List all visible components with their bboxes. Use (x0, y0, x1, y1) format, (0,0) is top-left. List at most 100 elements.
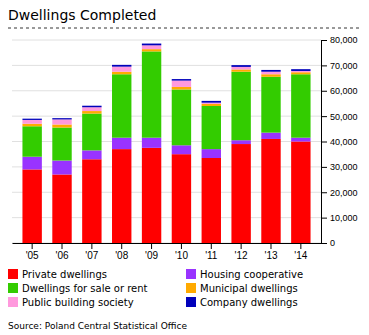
bar (202, 103, 221, 104)
bar (172, 89, 191, 145)
bar (291, 142, 310, 244)
x-axis: '05 '06 '07 '08 '09 '10 '11 '12 '13 '14 (13, 243, 322, 261)
x-tick: '05 (26, 243, 39, 261)
y-tick: 0 (321, 238, 335, 248)
legend-swatch (186, 269, 196, 279)
bar (52, 124, 71, 127)
bar (112, 149, 131, 243)
y-tick-mark (321, 91, 327, 92)
x-tick-mark (121, 243, 122, 249)
bar (202, 106, 221, 149)
bar (202, 104, 221, 106)
bar (231, 144, 250, 243)
bar (142, 148, 161, 243)
x-tick: '09 (145, 243, 158, 261)
legend-label: Public building society (22, 297, 134, 308)
bar (202, 158, 221, 243)
bar (231, 72, 250, 141)
title: Dwellings Completed (8, 7, 156, 23)
bar (202, 101, 221, 103)
x-tick-label: '13 (264, 250, 277, 261)
y-tick-label: 0 (330, 238, 335, 248)
bar (142, 138, 161, 148)
bars (22, 44, 310, 243)
plot: '05'06'07'08'09'10'11'12'13'14010,00020,… (12, 35, 358, 261)
bar (291, 69, 310, 71)
x-tick-label: '14 (294, 250, 307, 261)
bar (22, 157, 41, 170)
y-tick-label: 50,000 (330, 112, 358, 122)
y-tick-mark (321, 40, 327, 41)
x-tick: '08 (115, 243, 128, 261)
y-tick: 60,000 (321, 86, 358, 96)
bar (52, 174, 71, 243)
x-tick-mark (300, 243, 301, 249)
y-tick-mark (321, 243, 327, 244)
bar (112, 74, 131, 137)
x-tick-mark (270, 243, 271, 249)
x-tick-mark (32, 243, 33, 249)
bar (231, 69, 250, 71)
x-tick: '10 (175, 243, 188, 261)
legend-label: Dwellings for sale or rent (22, 283, 148, 294)
y-tick: 50,000 (321, 112, 358, 122)
bar (22, 124, 41, 127)
bar (112, 138, 131, 149)
y-tick-mark (321, 142, 327, 143)
x-tick-mark (62, 243, 63, 249)
x-tick-mark (211, 243, 212, 249)
bar (291, 72, 310, 74)
bar (231, 65, 250, 67)
bar (291, 71, 310, 72)
x-tick: '07 (85, 243, 98, 261)
x-tick-label: '12 (235, 250, 248, 261)
legend-label: Company dwellings (200, 297, 298, 308)
y-tick-mark (321, 167, 327, 168)
bar (261, 70, 280, 72)
y-tick-label: 70,000 (330, 61, 358, 71)
bar (52, 118, 71, 119)
y-tick: 80,000 (321, 35, 358, 45)
x-tick-label: '09 (145, 250, 158, 261)
y-tick: 10,000 (321, 213, 358, 223)
x-axis-line (13, 243, 322, 244)
bar (22, 120, 41, 124)
bar (261, 74, 280, 77)
bar (22, 169, 41, 243)
bar (82, 150, 101, 159)
x-tick-mark (241, 243, 242, 249)
y-tick-label: 30,000 (330, 162, 358, 172)
y-tick: 30,000 (321, 162, 358, 172)
bar (82, 107, 101, 111)
x-tick-label: '07 (85, 250, 98, 261)
bar (172, 79, 191, 81)
bar (82, 159, 101, 243)
x-tick-label: '08 (115, 250, 128, 261)
bar (231, 140, 250, 144)
x-tick: '13 (264, 243, 277, 261)
bar (112, 72, 131, 75)
x-tick: '06 (55, 243, 68, 261)
bar (112, 65, 131, 67)
legend: Private dwellings Housing cooperative Dwel… (8, 269, 303, 308)
bar (142, 44, 161, 46)
grid (12, 40, 321, 243)
y-tick: 40,000 (321, 137, 358, 147)
grid-line (12, 40, 321, 41)
x-tick-label: '11 (205, 250, 218, 261)
x-tick: '11 (205, 243, 218, 261)
legend-item: Private dwellings (8, 269, 107, 280)
title-rule (8, 28, 361, 29)
legend-item: Dwellings for sale or rent (8, 283, 148, 294)
bar (142, 45, 161, 49)
bar (261, 133, 280, 139)
legend-item: Company dwellings (186, 297, 298, 308)
y-tick-label: 60,000 (330, 86, 358, 96)
legend-label: Municipal dwellings (200, 283, 298, 294)
series (22, 49, 310, 127)
legend-item: Housing cooperative (186, 269, 303, 280)
x-tick: '14 (294, 243, 307, 261)
bar (172, 145, 191, 154)
bar (291, 74, 310, 137)
legend-label: Private dwellings (22, 269, 107, 280)
